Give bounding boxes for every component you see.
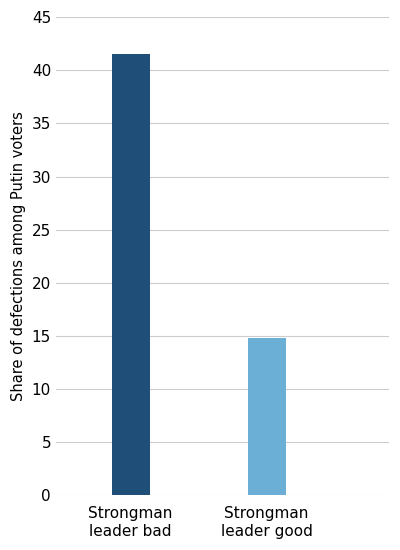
Bar: [248, 338, 286, 496]
Bar: [112, 54, 150, 496]
Y-axis label: Share of defections among Putin voters: Share of defections among Putin voters: [11, 111, 26, 401]
